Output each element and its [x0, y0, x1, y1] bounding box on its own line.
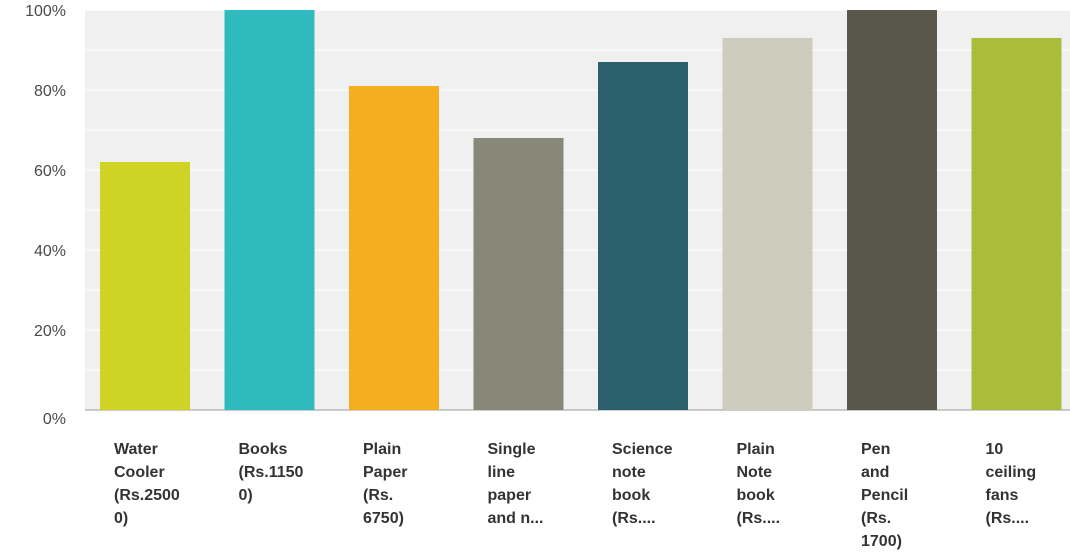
x-tick-label: Pen and Pencil (Rs. 1700) — [861, 441, 909, 550]
bar[interactable] — [847, 10, 937, 410]
x-tick-label: Science note book (Rs.... — [612, 441, 673, 527]
y-tick-label: 20% — [34, 323, 66, 340]
bar[interactable] — [971, 38, 1062, 410]
bars — [100, 10, 1062, 410]
bar[interactable] — [349, 86, 439, 410]
bar[interactable] — [473, 138, 564, 410]
y-tick-label: 60% — [34, 163, 66, 180]
x-tick-label: 10 ceiling fans (Rs.... — [985, 441, 1037, 527]
x-tick-label: Plain Note book (Rs.... — [736, 441, 781, 527]
x-tick-label: Water Cooler (Rs.2500 0) — [114, 441, 180, 527]
x-tick-label: Plain Paper (Rs. 6750) — [363, 441, 408, 527]
bar[interactable] — [224, 10, 315, 410]
x-tick-label: Books (Rs.1150 0) — [238, 441, 304, 504]
y-tick-label: 80% — [34, 83, 66, 100]
y-tick-label: 100% — [25, 3, 66, 20]
y-tick-label: 0% — [43, 411, 66, 428]
bar[interactable] — [598, 62, 688, 410]
y-tick-label: 40% — [34, 243, 66, 260]
bar[interactable] — [100, 162, 190, 410]
x-tick-label: Single line paper and n... — [487, 441, 544, 527]
y-axis: 0% 20% 40% 60% 80% 100% — [25, 3, 66, 428]
bar[interactable] — [722, 38, 813, 410]
